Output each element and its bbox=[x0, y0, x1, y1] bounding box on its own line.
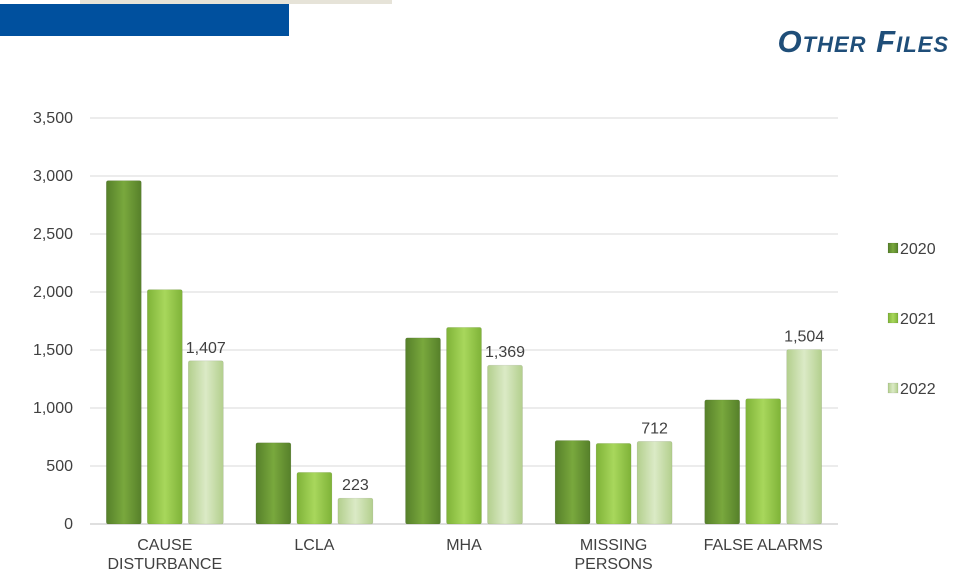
page-title: Other Files bbox=[777, 24, 949, 59]
x-tick-label: MISSING bbox=[580, 537, 648, 554]
data-label: 223 bbox=[342, 477, 369, 494]
bar-2022 bbox=[786, 349, 823, 525]
legend-label: 2022 bbox=[900, 381, 936, 398]
y-tick-label: 3,500 bbox=[33, 110, 73, 127]
y-tick-label: 1,000 bbox=[33, 400, 73, 417]
x-tick-label: MHA bbox=[446, 537, 482, 554]
y-tick-label: 3,000 bbox=[33, 168, 73, 185]
y-tick-label: 2,500 bbox=[33, 226, 73, 243]
bar-2020 bbox=[704, 399, 741, 525]
header-bar bbox=[0, 4, 289, 36]
x-tick-label: CAUSE bbox=[137, 537, 192, 554]
data-labels: 1,407 223 1,369 712 1,504 bbox=[186, 329, 825, 495]
bar-2021 bbox=[296, 472, 333, 525]
bar-2020 bbox=[554, 440, 591, 525]
legend-swatch-2020 bbox=[887, 242, 899, 254]
x-axis-labels: CAUSE DISTURBANCE LCLA MHA MISSING PERSONS FAL… bbox=[107, 537, 822, 573]
y-tick-label: 2,000 bbox=[33, 284, 73, 301]
bar-2022 bbox=[337, 497, 374, 525]
data-label: 712 bbox=[641, 420, 668, 437]
header-accent-strip bbox=[80, 0, 392, 4]
data-label: 1,407 bbox=[186, 340, 226, 357]
bar-2021 bbox=[446, 327, 482, 525]
bars bbox=[106, 180, 823, 525]
x-tick-label: LCLA bbox=[294, 537, 334, 554]
bar-2022 bbox=[188, 360, 224, 525]
x-tick-label: FALSE ALARMS bbox=[704, 537, 823, 554]
y-tick-label: 1,500 bbox=[33, 342, 73, 359]
y-axis-ticks: 0 500 1,000 1,500 2,000 2,500 3,000 3,500 bbox=[33, 110, 73, 533]
legend-swatch-2022 bbox=[887, 382, 899, 394]
x-tick-label: DISTURBANCE bbox=[107, 556, 222, 573]
legend-label: 2021 bbox=[900, 311, 936, 328]
bar-2022 bbox=[636, 441, 673, 525]
bar-2021 bbox=[595, 443, 632, 525]
bar-2021 bbox=[745, 398, 782, 525]
y-tick-label: 0 bbox=[64, 516, 73, 533]
legend-label: 2020 bbox=[900, 241, 936, 258]
bar-2022 bbox=[487, 364, 523, 525]
legend-swatch-2021 bbox=[887, 312, 899, 324]
data-label: 1,504 bbox=[784, 329, 824, 346]
data-label: 1,369 bbox=[485, 344, 525, 361]
x-tick-label: PERSONS bbox=[574, 556, 652, 573]
bar-2020 bbox=[106, 180, 142, 525]
bar-2020 bbox=[255, 442, 292, 525]
bar-2021 bbox=[147, 289, 183, 525]
legend: 2020 2021 2022 bbox=[887, 241, 936, 398]
y-tick-label: 500 bbox=[46, 458, 73, 475]
bar-2020 bbox=[405, 337, 441, 525]
